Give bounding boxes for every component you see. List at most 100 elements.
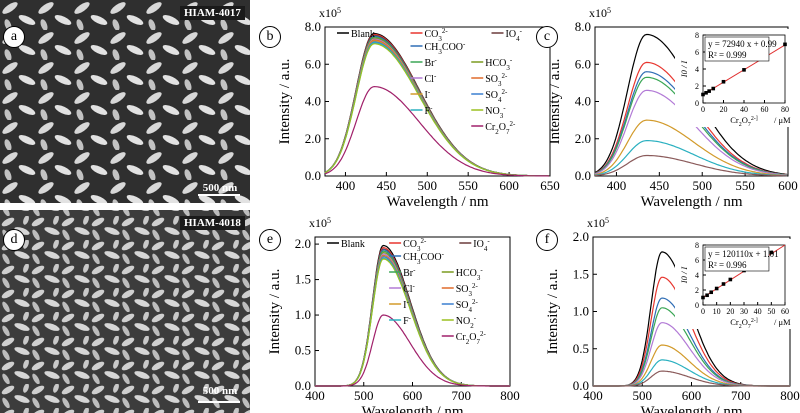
legend-label-3: CH3COO- [403,250,445,266]
legend-label-11: NO2- [456,314,477,330]
data-point-2 [709,290,713,295]
panel-letter-d: d [3,229,25,251]
y-tick-label: 2.0 [295,236,311,251]
y-tick-label: 4 [695,271,699,280]
series-line-12 [324,85,550,177]
x-tick-label: 0 [701,105,705,114]
x-tick-label: 650 [540,178,560,193]
legend-label-2: IO4- [506,27,523,43]
inset-x-unit: / μM [774,317,791,327]
series-line-3 [324,35,550,177]
legend-label-9: SO42- [456,298,479,314]
x-tick-label: 0 [701,307,705,316]
data-point-6 [783,42,787,47]
x-tick-label: 500 [418,178,438,193]
multiplier-label: x105 [319,6,341,21]
x-tick-label: 550 [735,178,755,193]
data-point-4 [721,79,726,84]
x-tick-label: 400 [336,178,356,193]
series-line-10 [324,42,550,177]
y-tick-label: 1.0 [573,304,589,319]
series-line-12 [315,314,510,387]
series-line-7 [593,370,790,387]
data-point-5 [742,68,746,72]
y-tick-label: 4 [695,65,699,74]
y-tick-label: 1.5 [295,272,311,287]
y-tick-label: 0 [695,99,699,108]
legend-label-7: SO32- [456,282,479,298]
data-point-1 [704,91,708,95]
series-line-11 [324,43,550,177]
series-line-1 [324,33,550,177]
x-tick-label: 400 [305,388,325,403]
series-line-4 [593,322,790,387]
chart-c: 400 450 500 550 6000.02.04.06.08.0Wavelength… [547,6,798,211]
y-tick-label: 0 [695,301,699,310]
x-tick-label: 400 [583,388,603,403]
legend-label-3: CH3COO- [425,40,467,56]
multiplier-label: x105 [589,6,611,21]
chart-b: 400 450 500 550 600 650 0.0 2.0 4.0 6.0 8.0 Wavelen… [277,6,560,211]
series-line-9 [324,41,550,177]
panel-letter-c: c [536,26,558,48]
x-tick-label: 60 [761,105,769,114]
legend-label-12: Cr2O72- [485,120,516,136]
y-tick-label: 8 [695,31,699,40]
y-tick-label: 0.0 [295,378,311,393]
y-tick-label: 0.0 [573,378,589,393]
y-tick-label: 1.5 [573,266,589,281]
x-tick-label: 600 [778,178,798,193]
data-point-3 [714,286,719,291]
data-point-2 [707,89,711,93]
y-axis-label: Intensity / a.u. [277,59,293,145]
y-tick-label: 8.0 [575,19,591,34]
legend-label-6: Cl- [403,282,415,295]
multiplier-label: x105 [309,216,331,231]
equation-label: y = 120110x + 1.01 [708,249,779,259]
y-axis-label: Intensity / a.u. [545,269,561,355]
panel-letter-f: f [536,229,558,251]
legend-label-5: HCO3- [456,266,484,282]
x-axis-label: Wavelength / nm [386,194,488,210]
y-tick-label: 2.0 [573,229,589,244]
x-tick-label: 80 [781,105,789,114]
x-tick-label: 20 [726,307,734,316]
series-line-0 [324,32,550,177]
chart-f: 400 500 600 700 8000.00.51.01.52.0Wavelength… [545,216,800,413]
legend-label-4: Br- [403,266,416,279]
sample-label-a: HIAM-4017 [180,6,245,20]
series-line-6 [324,38,550,177]
x-tick-label: 30 [740,307,748,316]
y-tick-label: 0.0 [305,168,321,183]
legend-label-10: F- [425,104,434,117]
legend-label-12: Cr2O72- [456,330,487,346]
x-axis-label: Wavelength / nm [361,404,463,413]
series-line-6 [594,139,788,177]
y-tick-label: 2 [695,82,699,91]
x-tick-label: 800 [780,388,800,403]
r2-label: R² = 0.996 [708,260,747,270]
data-point-4 [721,282,726,286]
data-point-5 [728,277,733,282]
y-tick-label: 1.0 [295,307,311,322]
y-tick-label: 2.0 [305,131,321,146]
legend-label-1: CO32- [403,237,427,253]
r2-label: R² = 0.999 [708,50,747,60]
scalebar-d-label: 500 nm [203,385,238,397]
multiplier-label: x105 [587,216,609,231]
series-line-4 [324,36,550,177]
y-axis-label: Intensity / a.u. [547,59,563,145]
inset-y-label: I0 / I [679,266,689,285]
x-axis-label: Wavelength / nm [640,194,742,210]
y-tick-label: 6.0 [305,56,321,71]
x-tick-label: 450 [377,178,397,193]
legend-label-11: NO3- [485,104,506,120]
sample-label-d: HIAM-4018 [180,216,245,230]
scalebar-a: 500 nm [198,182,240,196]
legend-label-10: F- [403,314,412,327]
series-line-5 [324,37,550,177]
chart-e: 400 500 600 700 800 0.0 0.5 1.0 1.5 2.0 Wavelength… [267,216,520,413]
scalebar-d: 500 nm [198,385,240,403]
series-line-2 [324,34,550,177]
